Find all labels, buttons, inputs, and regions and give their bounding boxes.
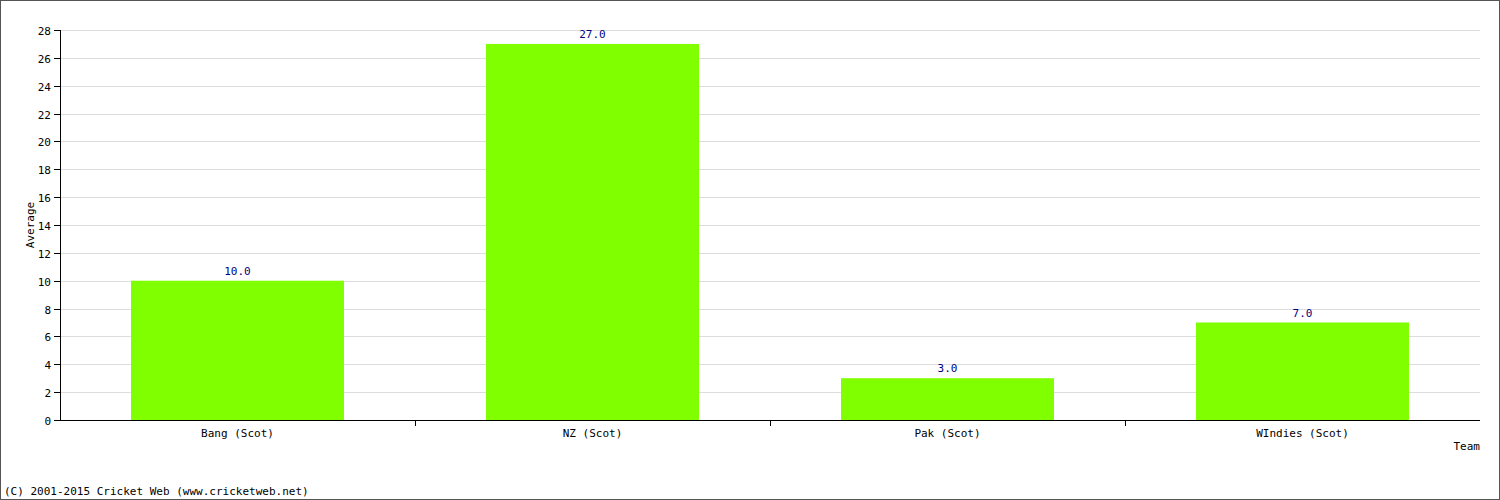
y-tick — [54, 86, 60, 87]
bar — [486, 44, 699, 420]
bar — [841, 378, 1054, 420]
bars — [131, 44, 1409, 420]
grid-line — [60, 225, 1480, 226]
y-tick — [54, 225, 60, 226]
y-tick-label: 12 — [38, 248, 51, 261]
y-tick — [54, 420, 60, 421]
data-label: 27.0 — [579, 28, 606, 41]
y-tick-label: 4 — [44, 359, 51, 372]
y-tick-label: 2 — [44, 387, 51, 400]
data-label: 7.0 — [1293, 307, 1313, 320]
y-tick — [54, 30, 60, 31]
grid-line — [60, 114, 1480, 115]
data-label: 3.0 — [938, 362, 958, 375]
chart: 024681012141618202224262810.027.03.07.0B… — [0, 0, 1500, 500]
y-tick-label: 28 — [38, 25, 51, 38]
y-tick — [54, 58, 60, 59]
x-tick — [1125, 420, 1126, 426]
bar — [131, 281, 344, 420]
grid-line — [60, 197, 1480, 198]
y-tick — [54, 114, 60, 115]
y-tick-label: 6 — [44, 331, 51, 344]
grid-line — [60, 141, 1480, 142]
grid-line — [60, 30, 1480, 31]
grid-line — [60, 58, 1480, 59]
x-tick-label: NZ (Scot) — [563, 427, 623, 440]
y-tick-label: 10 — [38, 276, 51, 289]
grid-line — [60, 86, 1480, 87]
y-tick — [54, 197, 60, 198]
y-tick-label: 20 — [38, 136, 51, 149]
y-tick — [54, 253, 60, 254]
grid-line — [60, 253, 1480, 254]
y-tick — [54, 281, 60, 282]
x-tick-label: Pak (Scot) — [914, 427, 980, 440]
x-tick — [770, 420, 771, 426]
y-tick — [54, 141, 60, 142]
y-tick-label: 14 — [38, 220, 52, 233]
y-axis-title: Average — [24, 202, 37, 248]
background — [1, 1, 1500, 500]
y-tick-label: 8 — [44, 304, 51, 317]
y-tick-label: 26 — [38, 53, 51, 66]
y-tick-label: 22 — [38, 109, 51, 122]
y-tick-label: 18 — [38, 164, 51, 177]
y-tick — [54, 364, 60, 365]
y-tick-label: 0 — [44, 415, 51, 428]
data-label: 10.0 — [224, 265, 251, 278]
x-axis-title: Team — [1454, 440, 1481, 453]
y-tick-label: 24 — [38, 81, 52, 94]
y-tick — [54, 336, 60, 337]
y-tick — [54, 392, 60, 393]
x-tick — [415, 420, 416, 426]
y-axis — [60, 30, 61, 420]
source: (C) 2001-2015 Cricket Web (www.cricketwe… — [4, 485, 309, 498]
x-tick-label: WIndies (Scot) — [1256, 427, 1349, 440]
y-tick-label: 16 — [38, 192, 51, 205]
grid — [60, 31, 1480, 421]
bar — [1196, 323, 1409, 421]
y-tick — [54, 309, 60, 310]
grid-line — [60, 169, 1480, 170]
y-tick — [54, 169, 60, 170]
x-tick-label: Bang (Scot) — [201, 427, 274, 440]
